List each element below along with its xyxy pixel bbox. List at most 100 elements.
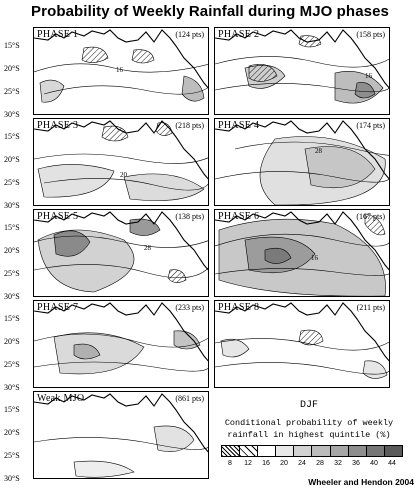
contour-line bbox=[43, 85, 208, 95]
probability-shading bbox=[129, 218, 161, 236]
colorbar-tick: 12 bbox=[244, 460, 252, 467]
latitude-label: 15°S bbox=[4, 223, 20, 232]
coastline bbox=[34, 302, 208, 362]
panel-title: PHASE 2 bbox=[218, 29, 260, 40]
probability-shading bbox=[39, 79, 65, 103]
colorbar-cell bbox=[312, 446, 331, 456]
panel-title: PHASE 5 bbox=[37, 211, 79, 222]
latitude-label: 20°S bbox=[4, 428, 20, 437]
contour-line bbox=[34, 235, 208, 248]
map-panel-svg: 28 bbox=[34, 211, 208, 296]
probability-shading bbox=[354, 82, 376, 99]
contour-line bbox=[34, 264, 208, 279]
colorbar-cell bbox=[348, 446, 367, 456]
contour-label: 20 bbox=[120, 171, 128, 179]
panel-points: (233 pts) bbox=[175, 303, 204, 312]
latitude-label: 20°S bbox=[4, 337, 20, 346]
latitude-label: 15°S bbox=[4, 41, 20, 50]
colorbar-cell bbox=[294, 446, 313, 456]
low-probability-hatch bbox=[131, 49, 155, 64]
latitude-label: 15°S bbox=[4, 132, 20, 141]
latitude-label: 30°S bbox=[4, 383, 20, 392]
panel-points: (124 pts) bbox=[175, 30, 204, 39]
panel-points: (211 pts) bbox=[356, 303, 385, 312]
latitude-label: 30°S bbox=[4, 201, 20, 210]
contour-line bbox=[234, 141, 389, 156]
colorbar-tick: 20 bbox=[280, 460, 288, 467]
latitude-label: 25°S bbox=[4, 451, 20, 460]
coastline bbox=[215, 29, 389, 89]
colorbar-tick: 28 bbox=[316, 460, 324, 467]
latitude-label: 25°S bbox=[4, 87, 20, 96]
coastline bbox=[34, 393, 208, 453]
legend: DJF Conditional probability of weekly ra… bbox=[215, 397, 403, 483]
contour-line bbox=[215, 338, 389, 351]
contour-line bbox=[34, 333, 208, 348]
contour-line bbox=[34, 361, 208, 372]
map-panel-svg bbox=[34, 393, 208, 478]
map-panel-3: 20 PHASE 3 (218 pts) bbox=[33, 118, 209, 206]
low-probability-hatch bbox=[167, 269, 187, 283]
colorbar-cell bbox=[222, 446, 241, 456]
map-panel-svg: 16 bbox=[215, 211, 389, 296]
panel-points: (167 pts) bbox=[356, 212, 385, 221]
probability-shading bbox=[53, 230, 91, 257]
coastline bbox=[215, 120, 389, 180]
contour-line bbox=[215, 56, 389, 68]
contour-line bbox=[215, 362, 389, 375]
map-panel-svg: 16 bbox=[34, 29, 208, 114]
contour-label: 16 bbox=[365, 72, 373, 80]
coastline bbox=[34, 211, 208, 271]
map-panel-6: 16 PHASE 6 (167 pts) bbox=[214, 209, 390, 297]
contour-label: 16 bbox=[116, 66, 124, 74]
panel-title: PHASE 1 bbox=[37, 29, 79, 40]
contour-line bbox=[43, 178, 208, 191]
contour-line bbox=[34, 63, 208, 73]
contour-line bbox=[215, 83, 389, 93]
panel-title: PHASE 8 bbox=[218, 302, 260, 313]
panel-points: (174 pts) bbox=[356, 121, 385, 130]
contour-line bbox=[215, 268, 389, 276]
probability-shading bbox=[220, 338, 250, 358]
coastline bbox=[34, 29, 208, 89]
legend-caption-line-2: rainfall in highest quintile (%) bbox=[227, 430, 391, 440]
colorbar bbox=[221, 445, 403, 457]
probability-shading bbox=[264, 247, 292, 264]
probability-shading bbox=[37, 164, 115, 198]
probability-shading bbox=[304, 146, 376, 188]
coastline bbox=[34, 120, 208, 180]
panel-title: PHASE 6 bbox=[218, 211, 260, 222]
colorbar-tick: 40 bbox=[370, 460, 378, 467]
colorbar-tick: 16 bbox=[262, 460, 270, 467]
map-panel-5: 28 PHASE 5 (138 pts) bbox=[33, 209, 209, 297]
latitude-label: 30°S bbox=[4, 474, 20, 483]
contour-line bbox=[215, 171, 389, 183]
contour-label: 28 bbox=[315, 147, 323, 155]
colorbar-cell bbox=[384, 446, 402, 456]
latitude-label: 25°S bbox=[4, 269, 20, 278]
low-probability-hatch bbox=[248, 64, 278, 82]
map-panel-9: Weak MJO (861 pts) bbox=[33, 391, 209, 479]
contour-label: 28 bbox=[144, 244, 152, 252]
panel-points: (138 pts) bbox=[175, 212, 204, 221]
panel-points: (861 pts) bbox=[175, 394, 204, 403]
latitude-label: 20°S bbox=[4, 155, 20, 164]
low-probability-hatch bbox=[81, 46, 109, 63]
map-panel-svg: 28 bbox=[215, 120, 389, 205]
map-panel-7: PHASE 7 (233 pts) bbox=[33, 300, 209, 388]
colorbar-cell bbox=[240, 446, 259, 456]
colorbar-tick: 32 bbox=[334, 460, 342, 467]
panel-points: (218 pts) bbox=[175, 121, 204, 130]
colorbar-tick: 8 bbox=[228, 460, 232, 467]
land-mass bbox=[34, 394, 208, 478]
map-panel-2: 16 PHASE 2 (158 pts) bbox=[214, 27, 390, 115]
probability-shading bbox=[73, 343, 101, 360]
colorbar-cell bbox=[258, 446, 277, 456]
credit-text: Wheeler and Hendon 2004 bbox=[308, 477, 414, 487]
map-panel-1: 16 PHASE 1 (124 pts) bbox=[33, 27, 209, 115]
latitude-label: 15°S bbox=[4, 405, 20, 414]
low-probability-hatch bbox=[298, 329, 324, 346]
map-panel-svg: 16 bbox=[215, 29, 389, 114]
panel-title: PHASE 3 bbox=[37, 120, 79, 131]
map-panel-svg bbox=[34, 302, 208, 387]
